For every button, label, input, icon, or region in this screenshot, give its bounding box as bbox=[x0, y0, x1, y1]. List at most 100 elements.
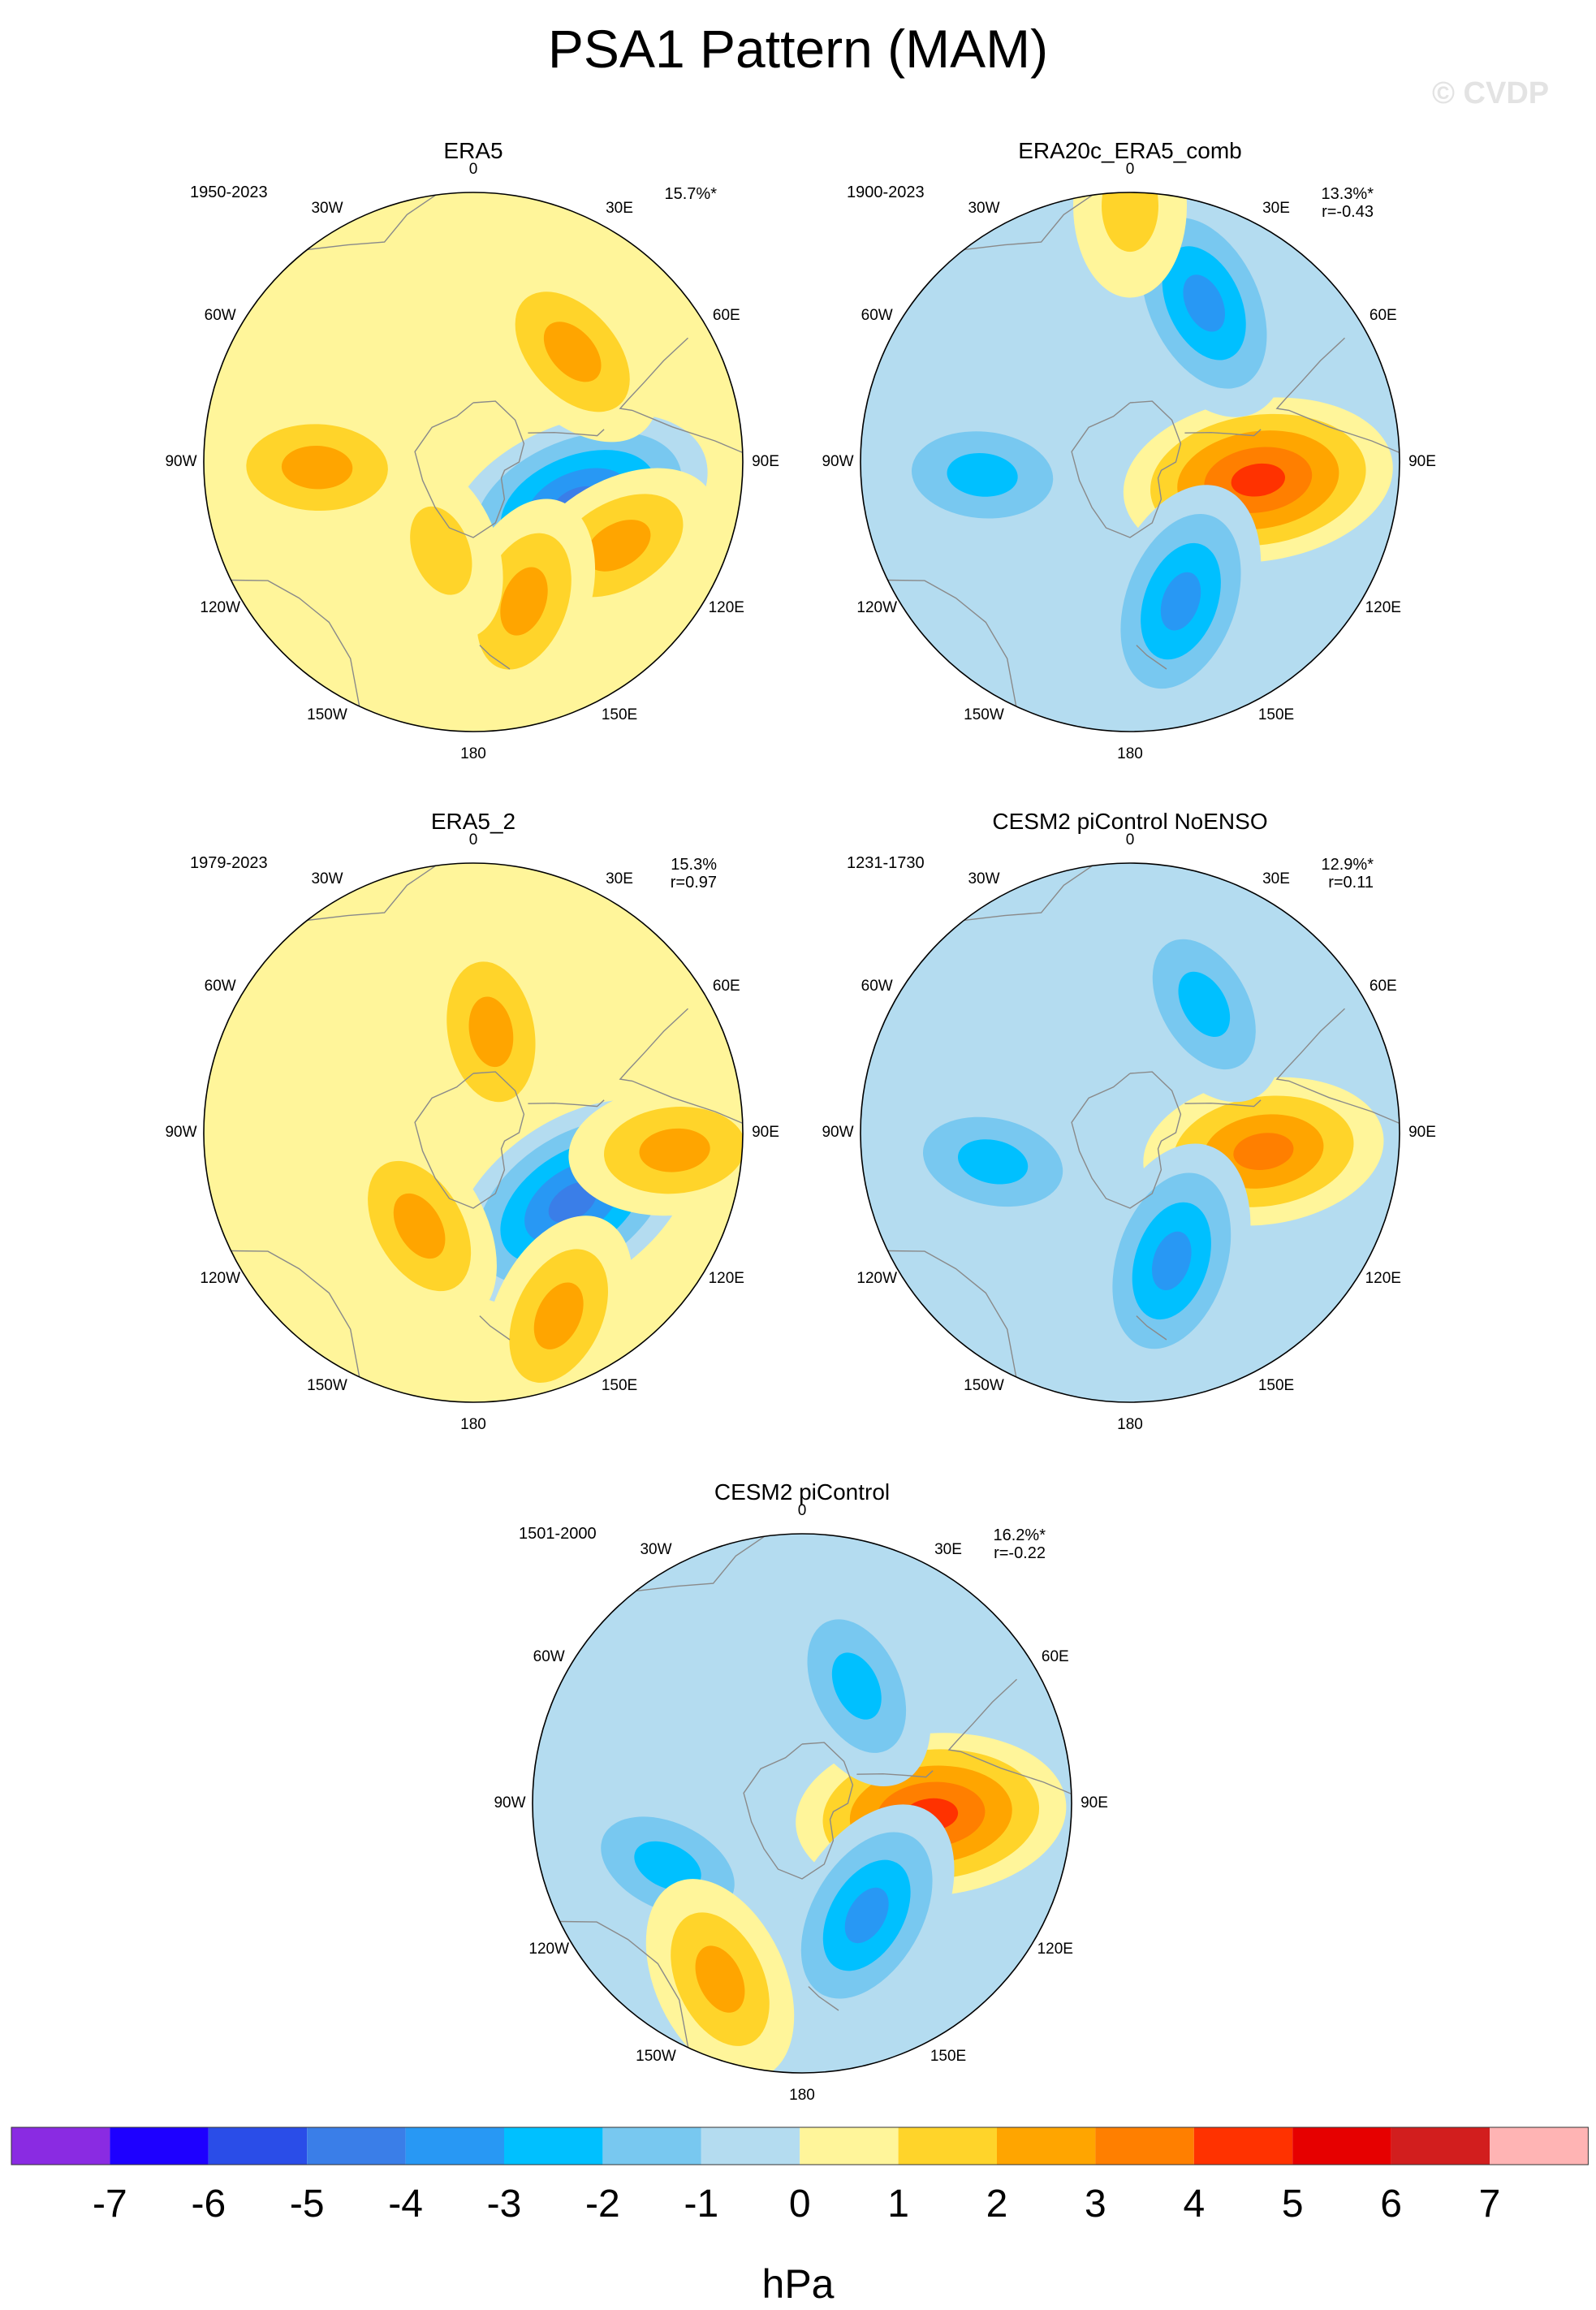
longitude-label: 150E bbox=[602, 1377, 637, 1394]
contour-level bbox=[695, 1945, 745, 2013]
longitude-label: 30W bbox=[640, 1541, 671, 1558]
panel-title: CESM2 piControl bbox=[714, 1479, 890, 1505]
colorbar-unit-label: hPa bbox=[762, 2261, 835, 2307]
longitude-label: 150W bbox=[307, 1377, 347, 1394]
colorbar: -7 -6 -5 -4 -3 -2 -1 0 1 2 3 4 5 6 7 hPa bbox=[11, 2126, 1589, 2307]
coastline-antarctica bbox=[1071, 400, 1182, 538]
cvdp-watermark: © CVDP bbox=[1432, 76, 1550, 110]
contour-level bbox=[543, 322, 602, 382]
coastline-antarctic-peninsula bbox=[1184, 429, 1262, 437]
coastlines bbox=[231, 194, 743, 707]
panel-variance: 15.7%* bbox=[665, 185, 718, 203]
colorbar-tick-label: 6 bbox=[1380, 2183, 1402, 2226]
longitude-label: 30E bbox=[606, 200, 633, 217]
contour-level bbox=[957, 1139, 1029, 1185]
colorbar-segment bbox=[110, 2127, 209, 2165]
panel-pattern-correlation: r=0.11 bbox=[1328, 874, 1374, 892]
coastline-australia bbox=[887, 579, 1017, 707]
colorbar-segment bbox=[997, 2127, 1096, 2165]
field-layer bbox=[204, 192, 743, 732]
colorbar-tick-label: 5 bbox=[1282, 2183, 1304, 2226]
longitude-label: 0 bbox=[1126, 161, 1135, 178]
coastline-antarctic-peninsula bbox=[1184, 1099, 1262, 1108]
panel-variance: 13.3%* bbox=[1322, 185, 1374, 203]
colorbar-segment bbox=[898, 2127, 997, 2165]
contour-level bbox=[393, 1193, 446, 1259]
coastline-new-zealand bbox=[479, 1315, 511, 1341]
longitude-label: 90W bbox=[822, 1124, 853, 1141]
panel-period: 1979-2023 bbox=[190, 854, 268, 872]
longitude-label: 180 bbox=[1117, 1416, 1143, 1433]
longitude-label: 120E bbox=[1365, 599, 1401, 616]
contour-level bbox=[533, 1282, 584, 1349]
longitude-label: 60W bbox=[861, 307, 893, 324]
colorbar-frame bbox=[11, 2126, 1589, 2165]
longitude-label: 150E bbox=[1258, 706, 1294, 723]
longitude-label: 30E bbox=[606, 870, 633, 887]
coastline-south-america bbox=[947, 1678, 1072, 1795]
panel-period: 1231-1730 bbox=[847, 854, 925, 872]
longitude-label: 150E bbox=[602, 706, 637, 723]
longitude-label: 60W bbox=[205, 978, 236, 995]
longitude-label: 90W bbox=[165, 453, 196, 470]
colorbar-tick-label: -4 bbox=[388, 2183, 423, 2226]
colorbar-tick-label: -3 bbox=[487, 2183, 522, 2226]
longitude-label: 90E bbox=[752, 1124, 779, 1141]
coastline-africa bbox=[964, 194, 1093, 251]
colorbar-tick-label: -6 bbox=[191, 2183, 226, 2226]
panel-title: CESM2 piControl NoENSO bbox=[992, 809, 1267, 834]
longitude-label: 150W bbox=[636, 2048, 676, 2065]
coastline-new-zealand bbox=[1136, 645, 1167, 670]
longitude-label: 0 bbox=[1126, 831, 1135, 848]
longitude-label: 60W bbox=[533, 1648, 565, 1665]
longitude-label: 30W bbox=[968, 870, 999, 887]
colorbar-segment bbox=[1292, 2127, 1391, 2165]
panel-variance: 15.3% bbox=[671, 856, 717, 874]
map-border bbox=[203, 192, 744, 732]
longitude-label: 150W bbox=[964, 706, 1004, 723]
map-border bbox=[203, 862, 744, 1403]
longitude-label: 120E bbox=[1365, 1270, 1401, 1287]
colorbar-tick-label: -1 bbox=[684, 2183, 718, 2226]
colorbar-tick-label: -2 bbox=[585, 2183, 620, 2226]
longitude-label: 180 bbox=[789, 2087, 815, 2104]
coastline-antarctic-peninsula bbox=[856, 1770, 934, 1778]
longitude-label: 60E bbox=[1370, 307, 1397, 324]
longitude-label: 60W bbox=[205, 307, 236, 324]
coastline-antarctic-peninsula bbox=[528, 1099, 605, 1108]
longitude-label: 60W bbox=[861, 978, 893, 995]
longitude-label: 120W bbox=[856, 599, 897, 616]
longitude-label: 90W bbox=[822, 453, 853, 470]
coastline-australia bbox=[231, 579, 360, 707]
longitude-label: 120W bbox=[528, 1941, 569, 1958]
longitude-label: 150W bbox=[307, 706, 347, 723]
coastline-south-america bbox=[619, 1008, 743, 1125]
longitude-label: 90W bbox=[165, 1124, 196, 1141]
longitude-label: 60E bbox=[1042, 1648, 1069, 1665]
colorbar-tick-label: 2 bbox=[986, 2183, 1008, 2226]
coastline-africa bbox=[636, 1535, 766, 1592]
colorbar-segment bbox=[1095, 2127, 1194, 2165]
longitude-label: 90E bbox=[1408, 1124, 1436, 1141]
colorbar-segment bbox=[11, 2127, 110, 2165]
contour-level bbox=[634, 1841, 701, 1891]
panel-pattern-correlation: r=-0.22 bbox=[994, 1544, 1046, 1562]
coastline-antarctica bbox=[414, 400, 525, 538]
contour-level bbox=[831, 1652, 882, 1720]
coastline-new-zealand bbox=[479, 645, 511, 670]
contour-level bbox=[1183, 274, 1225, 332]
map-border bbox=[860, 862, 1400, 1403]
longitude-label: 150E bbox=[930, 2048, 966, 2065]
colorbar-segment bbox=[1193, 2127, 1293, 2165]
panel-variance: 16.2%* bbox=[994, 1526, 1046, 1544]
field-layer bbox=[533, 1534, 1072, 2073]
coastlines bbox=[887, 865, 1400, 1378]
longitude-label: 120W bbox=[856, 1270, 897, 1287]
colorbar-tick-label: 0 bbox=[789, 2183, 811, 2226]
map-panel-1: 0 30E 60E 90E 120E 150E 180 150W 120W 90W 60W 30W ER… bbox=[165, 138, 779, 762]
longitude-label: 60E bbox=[713, 978, 740, 995]
colorbar-segment bbox=[1391, 2127, 1490, 2165]
coastline-antarctica bbox=[414, 1071, 525, 1209]
panel-title: ERA5 bbox=[443, 138, 503, 163]
